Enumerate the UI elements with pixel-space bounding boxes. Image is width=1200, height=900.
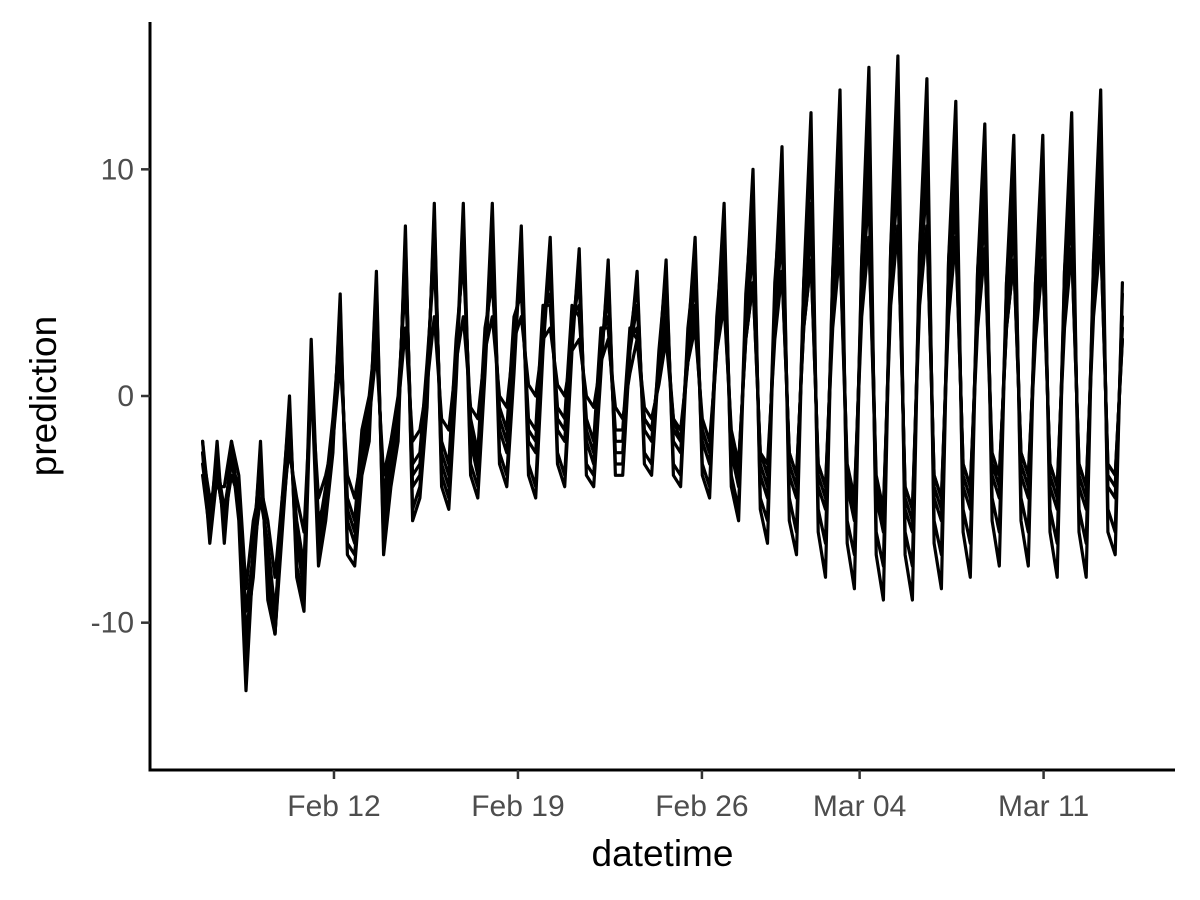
x-tick-label: Mar 04: [813, 790, 906, 823]
x-tick-label: Feb 19: [471, 790, 564, 823]
y-axis-ticks: 10 0 -10: [91, 153, 150, 640]
x-tick-label: Mar 11: [998, 790, 1089, 823]
y-tick-label: 0: [117, 380, 134, 413]
y-axis-title: prediction: [23, 316, 64, 476]
x-tick-label: Feb 12: [287, 790, 380, 823]
y-tick-label: 10: [101, 153, 134, 186]
x-axis-title: datetime: [592, 833, 734, 874]
series-layer: [201, 54, 1125, 693]
x-axis-ticks: Feb 12 Feb 19 Feb 26 Mar 04 Mar 11: [287, 770, 1089, 823]
x-tick-label: Feb 26: [655, 790, 748, 823]
y-tick-label: -10: [91, 607, 134, 640]
series-line-5: [201, 54, 1125, 693]
series-line-6: [201, 224, 1125, 613]
